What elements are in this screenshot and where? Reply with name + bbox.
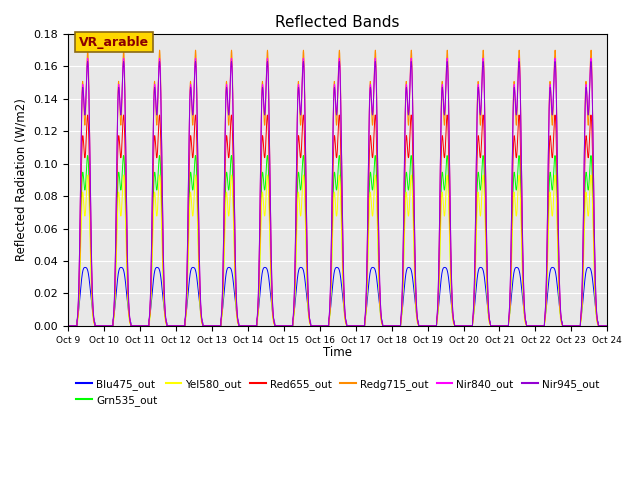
Blu475_out <box>64 323 72 329</box>
Grn535_out <box>459 323 467 329</box>
Nir945_out <box>161 307 169 312</box>
Text: VR_arable: VR_arable <box>79 36 149 48</box>
Red655_out <box>459 323 467 329</box>
Redg715_out <box>64 323 72 329</box>
Blu475_out <box>459 323 467 329</box>
Grn535_out <box>317 323 325 329</box>
Red655_out <box>161 310 169 316</box>
Yel580_out <box>84 172 92 178</box>
Blu475_out <box>604 323 611 329</box>
Redg715_out <box>429 323 436 329</box>
X-axis label: Time: Time <box>323 346 352 359</box>
Line: Nir945_out: Nir945_out <box>68 61 607 326</box>
Nir840_out <box>604 323 611 329</box>
Red655_out <box>84 112 92 118</box>
Nir840_out <box>459 323 467 329</box>
Nir840_out <box>64 323 72 329</box>
Nir945_out <box>64 323 72 329</box>
Nir945_out <box>604 323 611 329</box>
Nir945_out <box>84 59 92 64</box>
Grn535_out <box>64 323 72 329</box>
Blu475_out <box>603 323 611 329</box>
Red655_out <box>317 323 325 329</box>
Blu475_out <box>81 264 89 270</box>
Line: Redg715_out: Redg715_out <box>68 50 607 326</box>
Nir945_out <box>429 323 436 329</box>
Grn535_out <box>429 323 436 329</box>
Legend: Blu475_out, Grn535_out, Yel580_out, Red655_out, Redg715_out, Nir840_out, Nir945_: Blu475_out, Grn535_out, Yel580_out, Red6… <box>72 375 604 410</box>
Grn535_out <box>84 153 92 158</box>
Nir945_out <box>603 323 611 329</box>
Line: Yel580_out: Yel580_out <box>68 175 607 326</box>
Yel580_out <box>64 323 72 329</box>
Yel580_out <box>161 316 169 322</box>
Nir840_out <box>429 323 436 329</box>
Redg715_out <box>603 323 611 329</box>
Grn535_out <box>161 312 169 318</box>
Blu475_out <box>429 323 436 329</box>
Line: Grn535_out: Grn535_out <box>68 156 607 326</box>
Line: Red655_out: Red655_out <box>68 115 607 326</box>
Nir840_out <box>603 323 611 329</box>
Grn535_out <box>489 323 497 329</box>
Nir840_out <box>84 55 92 61</box>
Redg715_out <box>317 323 325 329</box>
Yel580_out <box>489 323 497 329</box>
Red655_out <box>604 323 611 329</box>
Blu475_out <box>489 323 497 329</box>
Title: Reflected Bands: Reflected Bands <box>275 15 400 30</box>
Redg715_out <box>84 47 92 53</box>
Redg715_out <box>161 311 169 317</box>
Grn535_out <box>603 323 611 329</box>
Grn535_out <box>604 323 611 329</box>
Red655_out <box>429 323 436 329</box>
Nir840_out <box>317 323 325 329</box>
Nir945_out <box>459 323 467 329</box>
Red655_out <box>489 323 497 329</box>
Redg715_out <box>459 323 467 329</box>
Nir945_out <box>489 323 497 329</box>
Yel580_out <box>459 323 467 329</box>
Blu475_out <box>317 323 325 329</box>
Line: Blu475_out: Blu475_out <box>68 267 607 326</box>
Nir945_out <box>317 323 325 329</box>
Yel580_out <box>317 323 325 329</box>
Redg715_out <box>604 323 611 329</box>
Yel580_out <box>604 323 611 329</box>
Yel580_out <box>429 323 436 329</box>
Redg715_out <box>489 323 497 329</box>
Red655_out <box>603 323 611 329</box>
Nir840_out <box>161 307 169 312</box>
Red655_out <box>64 323 72 329</box>
Y-axis label: Reflected Radiation (W/m2): Reflected Radiation (W/m2) <box>15 98 28 261</box>
Blu475_out <box>161 312 169 318</box>
Yel580_out <box>603 323 611 329</box>
Nir840_out <box>489 323 497 329</box>
Line: Nir840_out: Nir840_out <box>68 58 607 326</box>
